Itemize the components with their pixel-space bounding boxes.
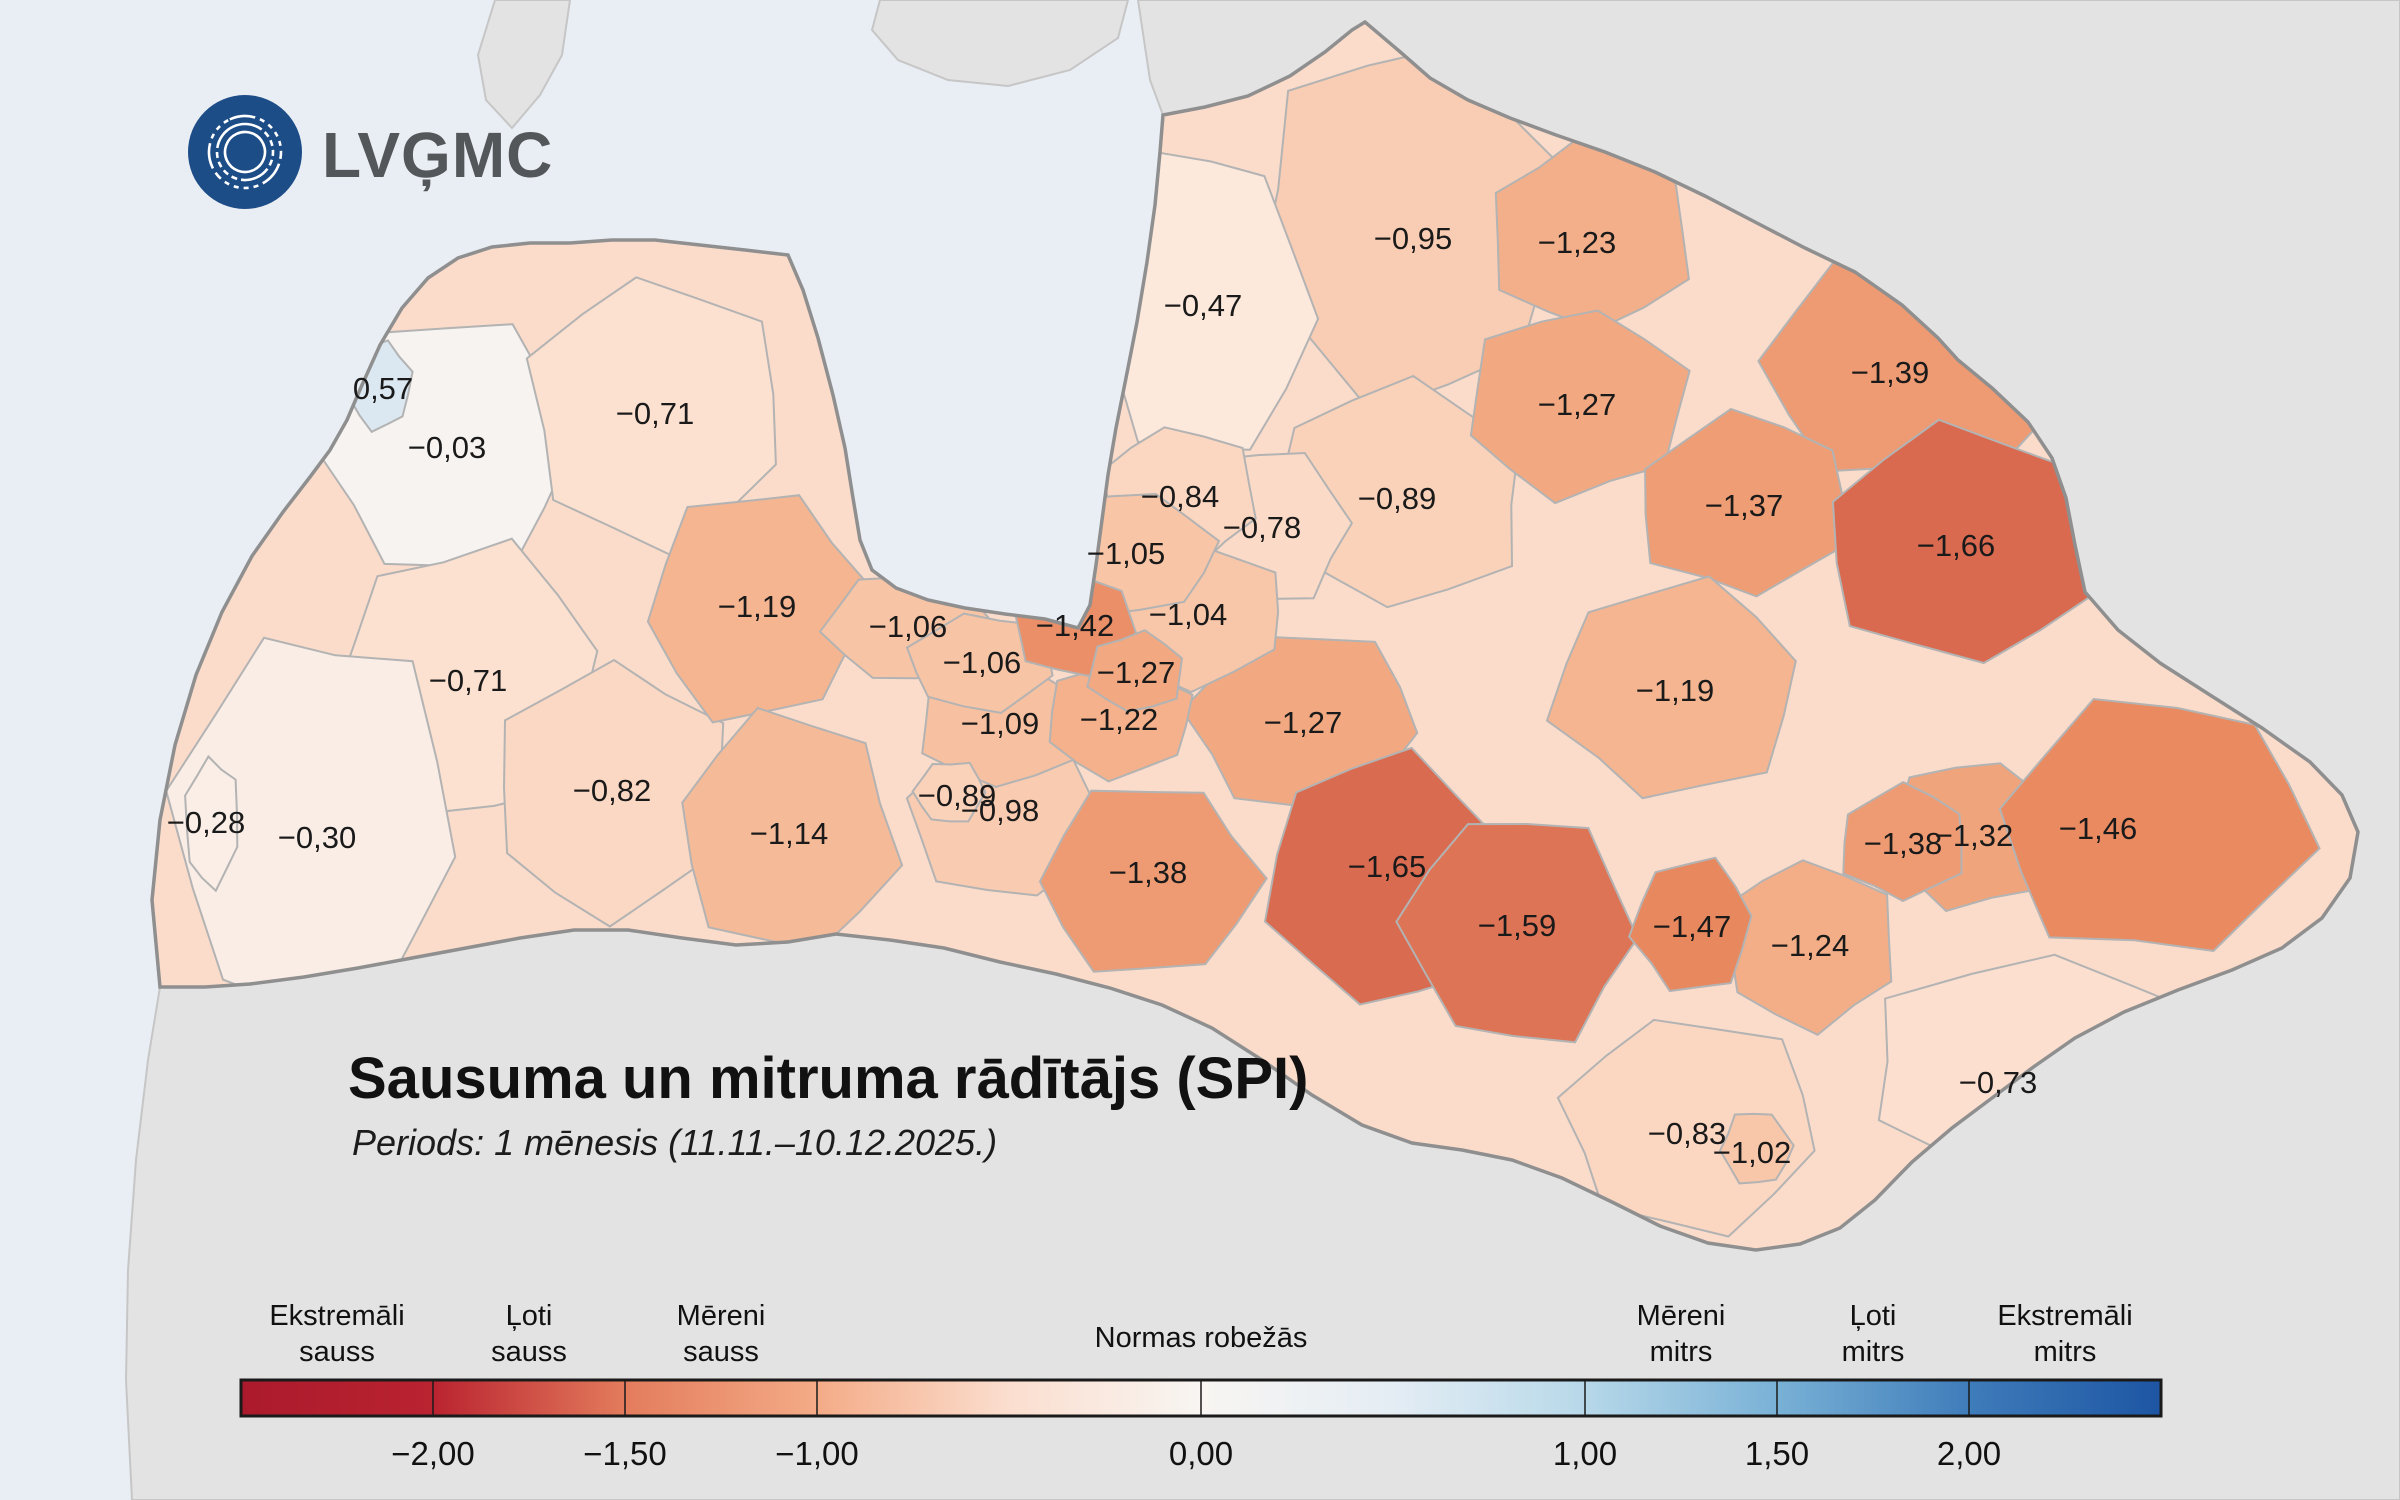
region-label: −1,66: [1917, 528, 1995, 563]
region-layer: [165, 47, 2321, 1238]
latvia-outline-layer: [150, 19, 2360, 1252]
legend-class-label: sauss: [683, 1336, 759, 1368]
legend-class-label: mitrs: [1842, 1336, 1905, 1368]
legend-class-label: Normas robežās: [1095, 1322, 1308, 1354]
legend-class-label: mitrs: [2034, 1336, 2097, 1368]
region-shape: [1627, 856, 1753, 993]
region-label: −1,06: [943, 645, 1021, 680]
legend-class-label: Ļoti: [506, 1300, 553, 1332]
legend-tick-label: 2,00: [1937, 1435, 2001, 1472]
region-label: −1,59: [1478, 908, 1556, 943]
legend-class-label: Ļoti: [1850, 1300, 1897, 1332]
legend-tick-label: −1,00: [775, 1435, 859, 1472]
legend-class-label: mitrs: [1650, 1336, 1713, 1368]
region-shape: [905, 612, 1054, 714]
region-shape: [1718, 1112, 1795, 1185]
region-label: −1,04: [1149, 597, 1227, 632]
region-label: −1,24: [1771, 928, 1849, 963]
region-label: 0,57: [353, 371, 413, 406]
region-label: −0,78: [1223, 510, 1301, 545]
region-label: −1,06: [869, 609, 947, 644]
region-label: −1,38: [1109, 855, 1187, 890]
region-label: −0,84: [1141, 479, 1219, 514]
region-label: −1,32: [1935, 818, 2013, 853]
region-shape: [1842, 780, 1963, 903]
region-shape: [1086, 629, 1183, 713]
legend-tick-label: 0,00: [1169, 1435, 1233, 1472]
map-title: Sausuma un mitruma rādītājs (SPI): [348, 1046, 1308, 1111]
region-label: −1,27: [1538, 387, 1616, 422]
region-shape: [184, 754, 239, 893]
island: [476, 0, 572, 130]
region-labels-layer: −0,03 −0,71 −0,95 −0,47 −1,23 −0,71 −0,30 −0,82…: [167, 221, 2137, 1170]
region-label: −0,95: [1374, 221, 1452, 256]
region-shape: [1998, 697, 2321, 952]
logo-text: LVĢMC: [322, 119, 553, 192]
region-label: −1,38: [1864, 826, 1942, 861]
legend-tick-label: 1,00: [1553, 1435, 1617, 1472]
region-label: −0,82: [573, 773, 651, 808]
logo: [188, 95, 302, 209]
region-label: −1,23: [1538, 225, 1616, 260]
region-label: −0,98: [961, 793, 1039, 828]
region-label: −0,73: [1959, 1065, 2037, 1100]
region-label: −0,30: [278, 820, 356, 855]
region-shape: [1723, 859, 1893, 1036]
island: [870, 0, 1130, 88]
region-label: −1,09: [961, 706, 1039, 741]
region-label: −1,46: [2059, 811, 2137, 846]
legend-class-label: Ekstremāli: [1997, 1300, 2132, 1332]
region-label: −0,89: [918, 778, 996, 813]
region-label: −0,71: [429, 663, 507, 698]
legend-tick-label: −1,50: [583, 1435, 667, 1472]
region-label: −1,42: [1036, 608, 1114, 643]
region-label: −0,89: [1358, 481, 1436, 516]
region-shape: [911, 761, 987, 823]
legend-class-label: Ekstremāli: [269, 1300, 404, 1332]
region-label: −0,28: [167, 805, 245, 840]
region-label: −1,27: [1264, 705, 1342, 740]
legend-class-label: sauss: [491, 1336, 567, 1368]
region-shape: [525, 276, 777, 559]
legend-colorbar: −2,00 −1,50 −1,00 0,00 1,00 1,50 2,00 Ekstremāl…: [239, 1300, 2163, 1472]
region-label: −1,39: [1851, 355, 1929, 390]
region-shape: [681, 706, 904, 952]
logo-icon: [188, 95, 302, 209]
legend-class-label: Mēreni: [677, 1300, 766, 1332]
region-label: −1,14: [750, 816, 828, 851]
legend-tick-label: −2,00: [391, 1435, 475, 1472]
region-label: −0,71: [616, 396, 694, 431]
region-label: −1,37: [1705, 488, 1783, 523]
region-shape: [165, 636, 457, 1023]
region-label: −0,83: [1648, 1116, 1726, 1151]
region-label: −1,22: [1080, 702, 1158, 737]
region-label: −0,03: [408, 430, 486, 465]
region-label: −1,19: [1636, 673, 1714, 708]
region-label: −0,47: [1164, 288, 1242, 323]
region-label: −1,02: [1713, 1135, 1791, 1170]
latvia-outline: [150, 19, 2360, 1252]
legend-tick-label: 1,50: [1745, 1435, 1809, 1472]
region-label: −1,27: [1097, 655, 1175, 690]
region-shape: [502, 658, 725, 928]
region-shape: [1545, 575, 1797, 800]
legend-class-label: Mēreni: [1637, 1300, 1726, 1332]
region-label: −1,47: [1653, 909, 1731, 944]
region-shape: [1469, 309, 1691, 505]
legend-class-label: sauss: [299, 1336, 375, 1368]
region-label: −1,19: [718, 589, 796, 624]
region-label: −1,65: [1348, 849, 1426, 884]
region-label: −1,05: [1087, 536, 1165, 571]
region-shape: [1395, 822, 1639, 1044]
region-shape: [1038, 789, 1268, 973]
map-subtitle: Periods: 1 mēnesis (11.11.–10.12.2025.): [352, 1122, 997, 1163]
